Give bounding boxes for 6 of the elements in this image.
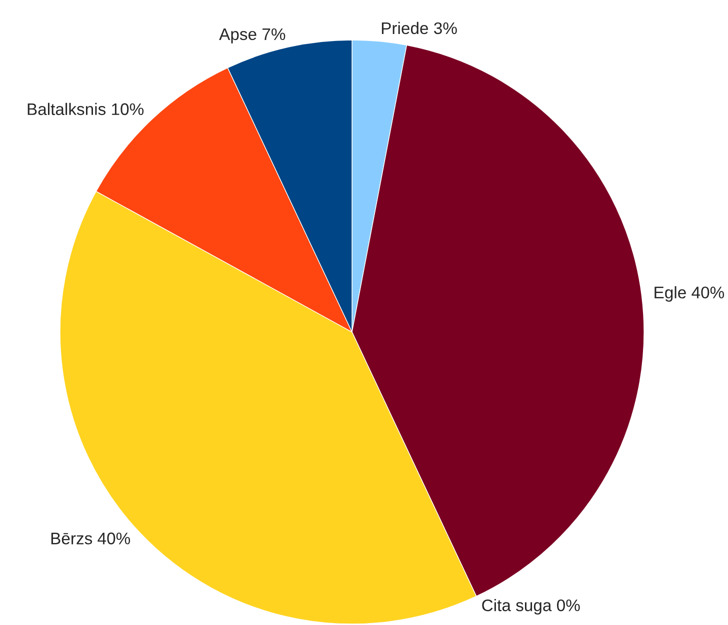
slice-label: Egle 40% bbox=[654, 286, 724, 302]
slice-label: Baltalksnis 10% bbox=[28, 102, 144, 116]
slice-label: Bērzs 40% bbox=[51, 532, 130, 544]
slice-label: Apse 7% bbox=[219, 28, 286, 44]
category-label: Cita suga 0% bbox=[482, 599, 580, 615]
slice-label: Priede 3% bbox=[382, 22, 457, 34]
